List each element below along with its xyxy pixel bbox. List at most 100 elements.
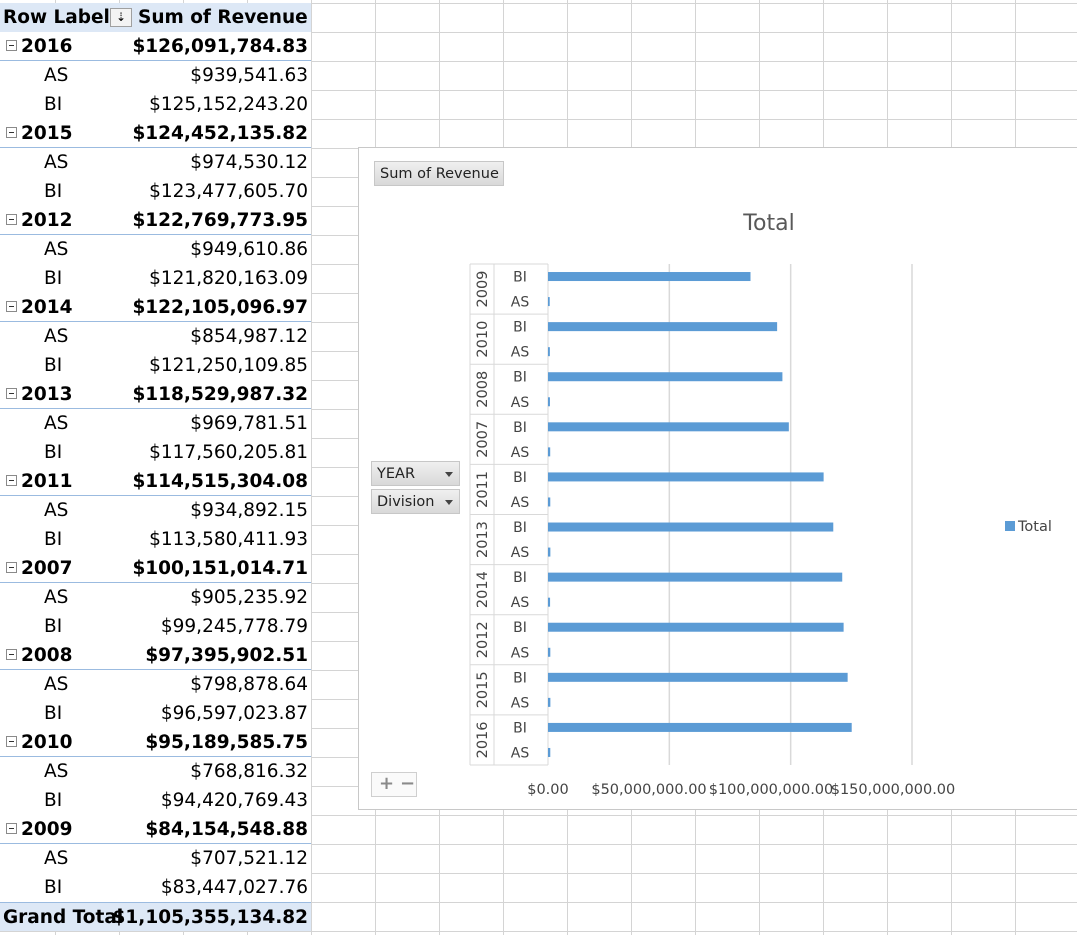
division-axis-label: BI — [513, 520, 527, 536]
pivot-table: Row Labels ⇣ Sum of Revenue 2016 $126,091… — [0, 3, 311, 931]
pivot-division-row[interactable]: AS $854,987.12 — [0, 322, 311, 351]
division-axis-label: AS — [511, 495, 530, 511]
pivot-year-row[interactable]: 2011 $114,515,304.08 — [0, 467, 311, 496]
collapse-minus-icon[interactable] — [6, 823, 17, 834]
pivot-division-row[interactable]: AS $934,892.15 — [0, 496, 311, 525]
collapse-minus-icon[interactable] — [6, 388, 17, 399]
pivot-year-row[interactable]: 2010 $95,189,585.75 — [0, 728, 311, 757]
pivot-division-row[interactable]: BI $94,420,769.43 — [0, 786, 311, 815]
division-value: $974,530.12 — [190, 152, 308, 173]
division-value: $121,250,109.85 — [149, 355, 308, 376]
year-total: $100,151,014.71 — [132, 558, 308, 579]
minus-icon[interactable]: − — [400, 773, 416, 794]
year-axis-label: 2007 — [475, 421, 491, 458]
bar — [548, 672, 848, 682]
sum-of-revenue-header[interactable]: Sum of Revenue — [138, 7, 308, 28]
bar — [548, 597, 551, 607]
division-axis-label: BI — [513, 420, 527, 436]
division-value: $768,816.32 — [190, 761, 308, 782]
chart-title: Total — [742, 211, 794, 236]
plus-icon[interactable]: + — [379, 773, 395, 794]
sort-filter-icon[interactable]: ⇣ — [110, 8, 132, 27]
bar — [548, 747, 551, 757]
division-axis-label: AS — [511, 645, 530, 661]
pivot-division-row[interactable]: BI $125,152,243.20 — [0, 90, 311, 119]
grand-total-row[interactable]: Grand Total $1,105,355,134.82 — [0, 902, 311, 931]
collapse-minus-icon[interactable] — [6, 214, 17, 225]
division-value: $854,987.12 — [190, 326, 308, 347]
chart-plot: $0.00 $50,000,000.00 $100,000,000.00$150,0… — [469, 211, 1052, 798]
year-field-button[interactable]: YEAR — [371, 461, 460, 486]
chevron-down-icon — [445, 472, 453, 477]
collapse-minus-icon[interactable] — [6, 40, 17, 51]
row-labels-header[interactable]: Row Labels — [3, 7, 121, 28]
pivot-division-row[interactable]: AS $905,235.92 — [0, 583, 311, 612]
division-axis-label: AS — [511, 395, 530, 411]
pivot-year-row[interactable]: 2012 $122,769,773.95 — [0, 206, 311, 235]
pivot-division-row[interactable]: BI $123,477,605.70 — [0, 177, 311, 206]
pivot-division-row[interactable]: AS $974,530.12 — [0, 148, 311, 177]
year-label: 2013 — [21, 384, 73, 405]
collapse-minus-icon[interactable] — [6, 736, 17, 747]
collapse-minus-icon[interactable] — [6, 562, 17, 573]
division-field-button[interactable]: Division — [371, 489, 460, 514]
pivot-division-row[interactable]: BI $113,580,411.93 — [0, 525, 311, 554]
year-total: $126,091,784.83 — [132, 36, 308, 57]
year-label: 2012 — [21, 210, 73, 231]
division-label: BI — [44, 94, 63, 115]
year-axis-label: 2012 — [475, 621, 491, 658]
sum-of-revenue-field-button[interactable]: Sum of Revenue — [374, 161, 504, 186]
x-tick-label: $50,000,000.00 — [591, 782, 706, 798]
collapse-minus-icon[interactable] — [6, 127, 17, 138]
division-value: $707,521.12 — [190, 848, 308, 869]
pivot-division-row[interactable]: BI $121,820,163.09 — [0, 264, 311, 293]
division-axis-label: BI — [513, 670, 527, 686]
pivot-division-row[interactable]: AS $949,610.86 — [0, 235, 311, 264]
division-value: $123,477,605.70 — [149, 181, 308, 202]
bar — [548, 322, 778, 332]
year-axis-label: 2014 — [475, 571, 491, 608]
year-label: 2008 — [21, 645, 73, 666]
pivot-year-row[interactable]: 2015 $124,452,135.82 — [0, 119, 311, 148]
pivot-division-row[interactable]: BI $99,245,778.79 — [0, 612, 311, 641]
division-value: $798,878.64 — [190, 674, 308, 695]
division-value: $949,610.86 — [190, 239, 308, 260]
division-axis-label: AS — [511, 445, 530, 461]
year-axis-label: 2010 — [475, 321, 491, 358]
pivot-division-row[interactable]: AS $798,878.64 — [0, 670, 311, 699]
division-axis-label: BI — [513, 620, 527, 636]
pivot-year-row[interactable]: 2016 $126,091,784.83 — [0, 32, 311, 61]
pivot-division-row[interactable]: AS $768,816.32 — [0, 757, 311, 786]
pivot-division-row[interactable]: BI $83,447,027.76 — [0, 873, 311, 902]
year-label: 2016 — [21, 36, 73, 57]
pivot-division-row[interactable]: AS $707,521.12 — [0, 844, 311, 873]
bar — [548, 622, 844, 632]
division-label: AS — [44, 674, 69, 695]
pivot-chart[interactable]: Sum of Revenue YEAR Division + − $0.00 $5… — [358, 147, 1077, 810]
division-label: BI — [44, 877, 63, 898]
pivot-division-row[interactable]: AS $969,781.51 — [0, 409, 311, 438]
collapse-minus-icon[interactable] — [6, 301, 17, 312]
year-axis-label: 2015 — [475, 671, 491, 708]
division-label: AS — [44, 761, 69, 782]
pivot-division-row[interactable]: AS $939,541.63 — [0, 61, 311, 90]
bar — [548, 572, 843, 582]
pivot-division-row[interactable]: BI $96,597,023.87 — [0, 699, 311, 728]
collapse-minus-icon[interactable] — [6, 649, 17, 660]
pivot-year-row[interactable]: 2014 $122,105,096.97 — [0, 293, 311, 322]
division-value: $939,541.63 — [190, 65, 308, 86]
pivot-division-row[interactable]: BI $121,250,109.85 — [0, 351, 311, 380]
year-total: $124,452,135.82 — [132, 123, 308, 144]
pivot-year-row[interactable]: 2009 $84,154,548.88 — [0, 815, 311, 844]
bar — [548, 522, 834, 532]
pivot-year-row[interactable]: 2008 $97,395,902.51 — [0, 641, 311, 670]
division-label: BI — [44, 703, 63, 724]
division-value: $125,152,243.20 — [149, 94, 308, 115]
pivot-year-row[interactable]: 2007 $100,151,014.71 — [0, 554, 311, 583]
pivot-division-row[interactable]: BI $117,560,205.81 — [0, 438, 311, 467]
year-label: 2011 — [21, 471, 73, 492]
collapse-minus-icon[interactable] — [6, 475, 17, 486]
division-label: BI — [44, 268, 63, 289]
year-label: 2010 — [21, 732, 73, 753]
pivot-year-row[interactable]: 2013 $118,529,987.32 — [0, 380, 311, 409]
